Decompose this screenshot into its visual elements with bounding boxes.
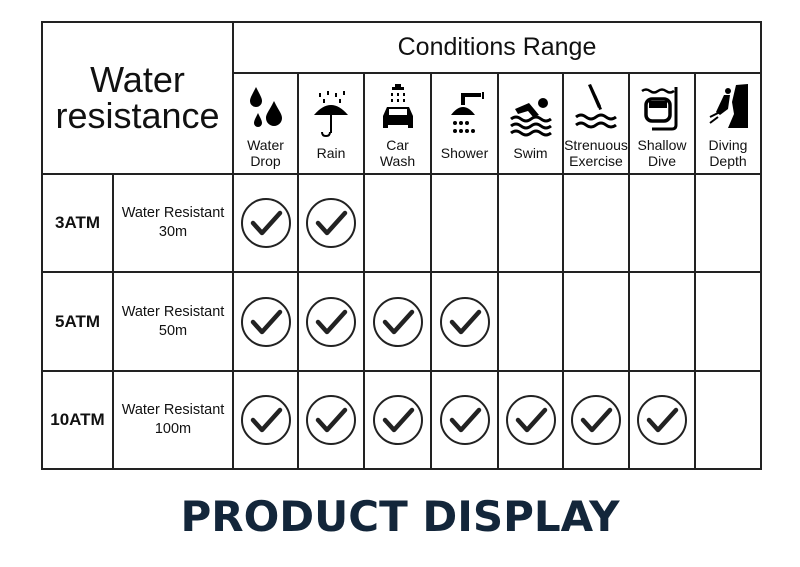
water-resistance-table: Water resistance Conditions Range Water D… bbox=[41, 21, 762, 470]
condition-label-line-2: Depth bbox=[709, 152, 747, 169]
check-icon bbox=[306, 198, 356, 248]
condition-car-wash: Car Wash bbox=[363, 72, 432, 175]
condition-label-line-1: Shower bbox=[440, 144, 489, 161]
diving-depth-icon bbox=[696, 83, 760, 131]
check-icon bbox=[240, 296, 291, 347]
shallow-dive-icon bbox=[630, 83, 694, 131]
water-resistant-depth: Water Resistant 30m bbox=[112, 173, 234, 273]
check-cell bbox=[562, 271, 630, 372]
condition-rain-umbrella: Rain bbox=[297, 72, 365, 175]
title-line-1: Water bbox=[90, 59, 185, 100]
condition-label-line-1: Shallow bbox=[637, 136, 687, 153]
car-wash-icon bbox=[365, 83, 430, 131]
check-cell bbox=[562, 173, 630, 273]
atm-rating: 3ATM bbox=[41, 173, 114, 273]
depth-label: Water Resistant bbox=[121, 303, 225, 320]
water-resistance-heading: Water resistance bbox=[41, 21, 234, 175]
check-cell bbox=[430, 271, 499, 372]
check-cell bbox=[628, 370, 696, 470]
check-cell bbox=[497, 173, 564, 273]
condition-swim: Swim bbox=[497, 72, 564, 175]
condition-water-drop: Water Drop bbox=[232, 72, 299, 175]
check-icon bbox=[505, 395, 556, 445]
check-icon bbox=[372, 395, 423, 445]
condition-label-line-1: Car bbox=[386, 136, 409, 153]
water-resistant-depth: Water Resistant 50m bbox=[112, 271, 234, 372]
condition-label-line-2: Exercise bbox=[569, 152, 623, 169]
check-cell bbox=[497, 370, 564, 470]
check-cell bbox=[363, 370, 432, 470]
condition-shower: Shower bbox=[430, 72, 499, 175]
check-cell bbox=[297, 370, 365, 470]
table-row: 10ATM Water Resistant 100m bbox=[41, 370, 762, 470]
atm-rating: 10ATM bbox=[41, 370, 114, 470]
check-cell bbox=[232, 173, 299, 273]
condition-label-line-2: Wash bbox=[379, 152, 416, 169]
check-icon bbox=[306, 296, 356, 347]
condition-label-line-2: Dive bbox=[647, 152, 676, 169]
depth-value: 50m bbox=[158, 322, 188, 339]
strenuous-exercise-icon bbox=[564, 83, 628, 131]
atm-rating: 5ATM bbox=[41, 271, 114, 372]
swim-icon bbox=[499, 91, 562, 139]
check-cell bbox=[363, 271, 432, 372]
check-cell bbox=[628, 173, 696, 273]
check-icon bbox=[240, 395, 291, 445]
check-cell bbox=[363, 173, 432, 273]
depth-value: 100m bbox=[154, 421, 192, 437]
condition-label-line-1: Rain bbox=[316, 144, 346, 161]
check-icon bbox=[240, 198, 291, 248]
conditions-range-heading: Conditions Range bbox=[232, 21, 762, 74]
water-resistant-depth: Water Resistant 100m bbox=[112, 370, 234, 470]
check-cell bbox=[694, 370, 762, 470]
condition-label-line-1: Diving bbox=[708, 136, 748, 153]
condition-label-line-1: Swim bbox=[513, 144, 548, 161]
check-cell bbox=[430, 370, 499, 470]
check-cell bbox=[232, 370, 299, 470]
condition-label-line-1: Strenuous bbox=[564, 136, 628, 153]
depth-label: Water Resistant bbox=[121, 205, 225, 221]
check-icon bbox=[571, 395, 621, 445]
check-cell bbox=[694, 173, 762, 273]
check-cell bbox=[497, 271, 564, 372]
shower-icon bbox=[432, 91, 497, 139]
title-line-2: resistance bbox=[55, 95, 220, 136]
condition-diving-depth: Diving Depth bbox=[694, 72, 762, 175]
check-cell bbox=[430, 173, 499, 273]
condition-shallow-dive: Shallow Dive bbox=[628, 72, 696, 175]
rain-umbrella-icon bbox=[299, 90, 363, 139]
check-icon bbox=[439, 395, 490, 445]
condition-label-line-1: Water bbox=[247, 136, 284, 153]
depth-value: 30m bbox=[158, 224, 188, 240]
check-cell bbox=[628, 271, 696, 372]
table-row: 3ATM Water Resistant 30m bbox=[41, 173, 762, 273]
depth-label: Water Resistant bbox=[121, 402, 225, 418]
check-cell bbox=[694, 271, 762, 372]
check-icon bbox=[372, 296, 423, 347]
check-icon bbox=[439, 296, 490, 347]
check-icon bbox=[637, 395, 687, 445]
water-drop-icon bbox=[234, 83, 297, 131]
product-display-title: PRODUCT DISPLAY bbox=[180, 492, 620, 541]
check-cell bbox=[562, 370, 630, 470]
check-cell bbox=[297, 173, 365, 273]
check-cell bbox=[232, 271, 299, 372]
table-row: 5ATM Water Resistant 50m bbox=[41, 271, 762, 372]
check-cell bbox=[297, 271, 365, 372]
check-icon bbox=[306, 395, 356, 445]
condition-strenuous-exercise: Strenuous Exercise bbox=[562, 72, 630, 175]
condition-label-line-2: Drop bbox=[250, 152, 281, 169]
